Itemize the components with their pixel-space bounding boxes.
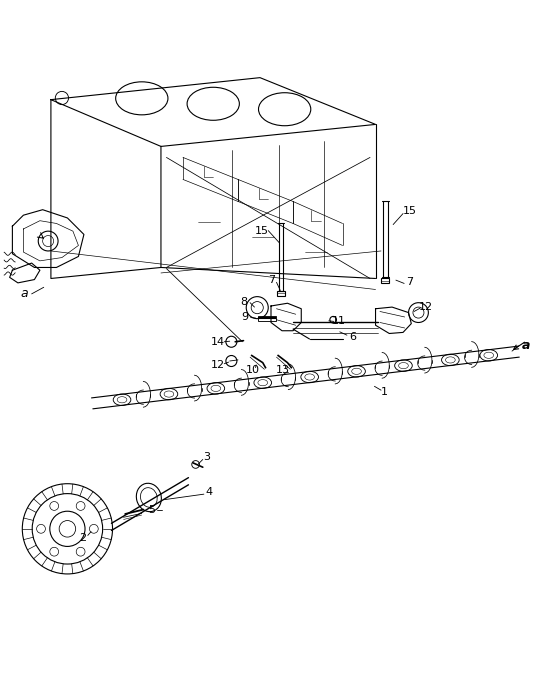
- Text: 4: 4: [206, 487, 213, 497]
- Text: 3: 3: [203, 452, 210, 462]
- Bar: [381, 278, 389, 283]
- Text: 15: 15: [403, 206, 416, 216]
- Text: 13: 13: [276, 365, 290, 376]
- Text: 7: 7: [406, 277, 413, 287]
- Text: 2: 2: [79, 533, 86, 543]
- Text: 7: 7: [269, 275, 275, 285]
- Text: 14: 14: [211, 338, 225, 347]
- Text: 1: 1: [381, 387, 388, 398]
- Text: 6: 6: [349, 332, 356, 342]
- Text: 10: 10: [246, 365, 260, 376]
- Text: a: a: [20, 287, 28, 300]
- Text: 15: 15: [254, 225, 269, 236]
- Text: 8: 8: [241, 296, 248, 307]
- Text: a: a: [522, 339, 530, 352]
- Bar: [258, 316, 276, 321]
- Text: 5: 5: [149, 504, 155, 515]
- Text: 9: 9: [241, 312, 248, 322]
- Bar: [277, 291, 285, 296]
- Text: 12: 12: [419, 302, 433, 311]
- Text: 12: 12: [211, 360, 225, 370]
- Text: 11: 11: [332, 316, 346, 327]
